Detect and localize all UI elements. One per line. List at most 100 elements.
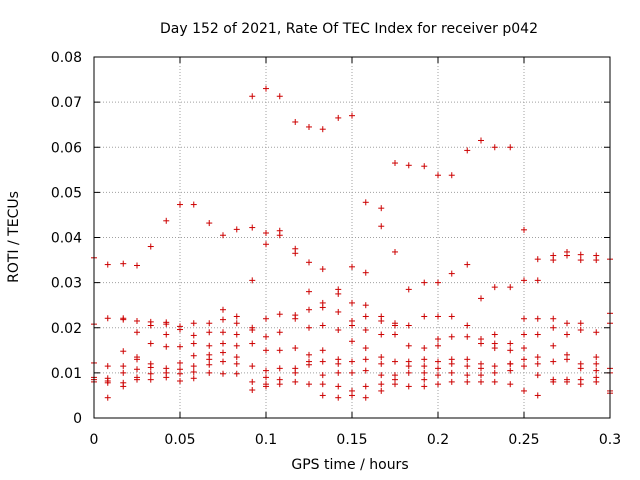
data-point	[362, 327, 369, 334]
data-point	[577, 365, 584, 372]
data-point	[550, 342, 557, 349]
data-point	[534, 331, 541, 338]
data-point	[491, 345, 498, 352]
data-point	[134, 317, 140, 324]
data-point	[249, 93, 256, 100]
data-point	[435, 336, 441, 343]
data-point	[120, 316, 127, 323]
data-point	[534, 372, 541, 379]
data-point	[306, 324, 312, 331]
data-point	[163, 331, 170, 338]
data-point	[249, 387, 256, 394]
x-tick-label: 0.2	[427, 432, 449, 448]
data-point	[435, 381, 441, 388]
data-point	[220, 232, 226, 239]
data-point	[378, 223, 385, 230]
data-point	[276, 347, 283, 354]
data-point	[190, 352, 197, 359]
data-point	[534, 256, 541, 263]
data-point	[206, 220, 213, 227]
data-point	[421, 363, 428, 370]
data-point	[104, 363, 111, 370]
data-point	[220, 370, 226, 377]
data-point	[362, 345, 369, 352]
data-point	[507, 347, 514, 354]
data-point	[521, 331, 527, 338]
data-point	[190, 363, 197, 370]
data-point	[405, 162, 412, 169]
data-point	[421, 345, 428, 352]
data-point	[405, 342, 412, 349]
data-point	[134, 376, 140, 383]
x-tick-label: 0	[90, 432, 99, 448]
data-point	[448, 172, 455, 179]
data-point	[306, 381, 312, 388]
data-point	[593, 354, 600, 361]
data-point	[378, 372, 385, 379]
data-point	[206, 320, 213, 327]
data-point	[120, 383, 127, 390]
data-point	[163, 217, 170, 224]
data-point	[491, 144, 498, 151]
data-point	[276, 329, 283, 336]
data-point	[335, 114, 342, 121]
data-point	[335, 369, 342, 376]
y-tick-label: 0.02	[51, 321, 82, 337]
data-point	[233, 342, 240, 349]
data-point	[233, 313, 240, 320]
y-tick-label: 0	[73, 411, 82, 427]
data-point	[405, 322, 412, 329]
data-point	[421, 356, 428, 363]
data-point	[292, 378, 299, 385]
data-point	[435, 279, 441, 286]
data-point	[491, 378, 498, 385]
data-point	[263, 229, 269, 236]
data-point	[392, 248, 398, 255]
data-point	[263, 333, 269, 340]
data-point	[564, 252, 570, 259]
data-point	[507, 340, 514, 347]
data-point	[190, 340, 197, 347]
data-point	[249, 277, 256, 284]
data-point	[319, 381, 326, 388]
data-point	[220, 349, 226, 356]
data-point	[249, 224, 256, 231]
data-point	[292, 250, 299, 257]
data-point	[435, 372, 441, 379]
x-tick-label: 0.3	[599, 432, 621, 448]
data-point	[564, 356, 570, 363]
data-point	[233, 370, 240, 377]
data-point	[362, 383, 369, 390]
data-point	[421, 279, 428, 286]
data-point	[577, 381, 584, 388]
data-point	[306, 351, 312, 358]
data-point	[306, 306, 312, 313]
data-point	[362, 302, 369, 309]
data-point	[491, 284, 498, 291]
data-point	[478, 372, 484, 379]
x-axis-title: GPS time / hours	[291, 457, 408, 473]
data-point	[335, 327, 342, 334]
data-point	[276, 311, 283, 318]
data-point	[478, 340, 484, 347]
data-point	[104, 261, 111, 268]
data-point	[435, 358, 441, 365]
data-point	[362, 367, 369, 374]
data-point	[147, 340, 154, 347]
y-tick-label: 0.04	[51, 231, 82, 247]
data-point	[177, 326, 183, 333]
data-point	[507, 144, 514, 151]
data-point	[190, 320, 197, 327]
data-point	[378, 205, 385, 212]
data-point	[464, 356, 471, 363]
data-point	[220, 358, 226, 365]
data-point	[405, 383, 412, 390]
data-point	[378, 360, 385, 367]
data-point	[120, 363, 127, 370]
data-point	[421, 383, 428, 390]
data-point	[550, 324, 557, 331]
data-point	[362, 313, 369, 320]
data-point	[421, 163, 428, 170]
data-point	[507, 367, 514, 374]
data-point	[220, 329, 226, 336]
